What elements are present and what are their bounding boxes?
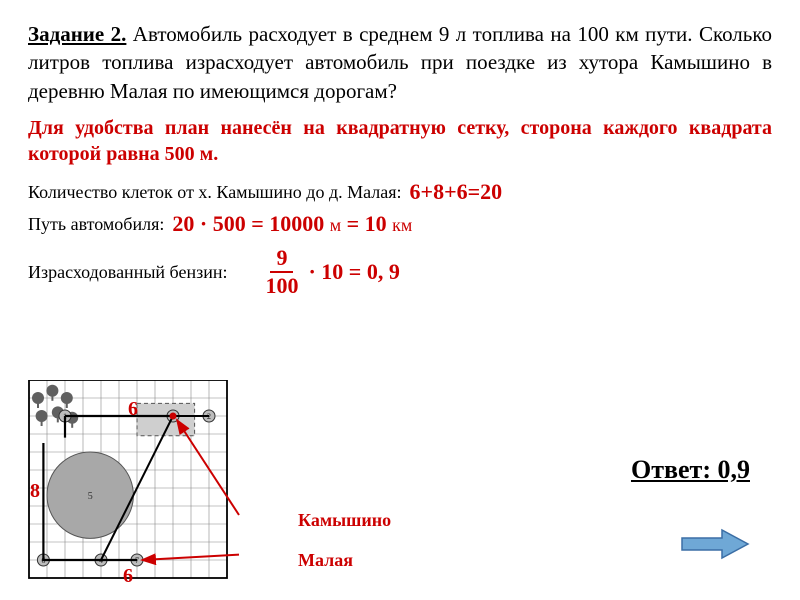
path-lhs: 20 · 500 = 10000 (172, 211, 324, 236)
cells-count-value: 6+8+6=20 (410, 179, 503, 205)
path-label: Путь автомобиля: (28, 214, 164, 235)
grid-hint: Для удобства план нанесён на квадратную … (28, 115, 772, 167)
map-svg: 5132674 (28, 380, 248, 590)
task-label: Задание 2. (28, 22, 126, 46)
path-formula: 20 · 500 = 10000 м = 10 км (172, 211, 412, 237)
problem-text: Задание 2. Автомобиль расходует в средне… (28, 20, 772, 105)
map-diagram: 5132674 6 8 6 Камышино Малая (28, 380, 248, 590)
path-unit-m: м (330, 215, 341, 235)
fuel-formula: 9 100 · 10 = 0, 9 (255, 247, 399, 297)
cells-count-line: Количество клеток от х. Камышино до д. М… (28, 179, 772, 205)
svg-text:5: 5 (88, 491, 93, 502)
path-line: Путь автомобиля: 20 · 500 = 10000 м = 10… (28, 211, 772, 237)
count-left: 8 (30, 480, 40, 503)
arrow-right-icon (680, 528, 750, 560)
task-body: Автомобиль расходует в среднем 9 л топли… (28, 22, 772, 103)
fraction-den: 100 (259, 273, 304, 297)
path-eq: = 10 (347, 211, 387, 236)
next-button[interactable] (680, 528, 750, 560)
answer: Ответ: 0,9 (631, 455, 750, 485)
fuel-fraction: 9 100 (259, 247, 304, 297)
label-kamyshino: Камышино (298, 510, 391, 531)
fuel-line: Израсходованный бензин: 9 100 · 10 = 0, … (28, 247, 772, 297)
fuel-label: Израсходованный бензин: (28, 262, 227, 283)
count-bottom: 6 (123, 565, 133, 588)
cells-count-label: Количество клеток от х. Камышино до д. М… (28, 182, 402, 203)
label-malaya: Малая (298, 550, 353, 571)
fraction-num: 9 (270, 247, 293, 273)
fraction-rest: · 10 = 0, 9 (308, 259, 399, 285)
count-top: 6 (128, 398, 138, 421)
path-unit-km: км (392, 215, 412, 235)
